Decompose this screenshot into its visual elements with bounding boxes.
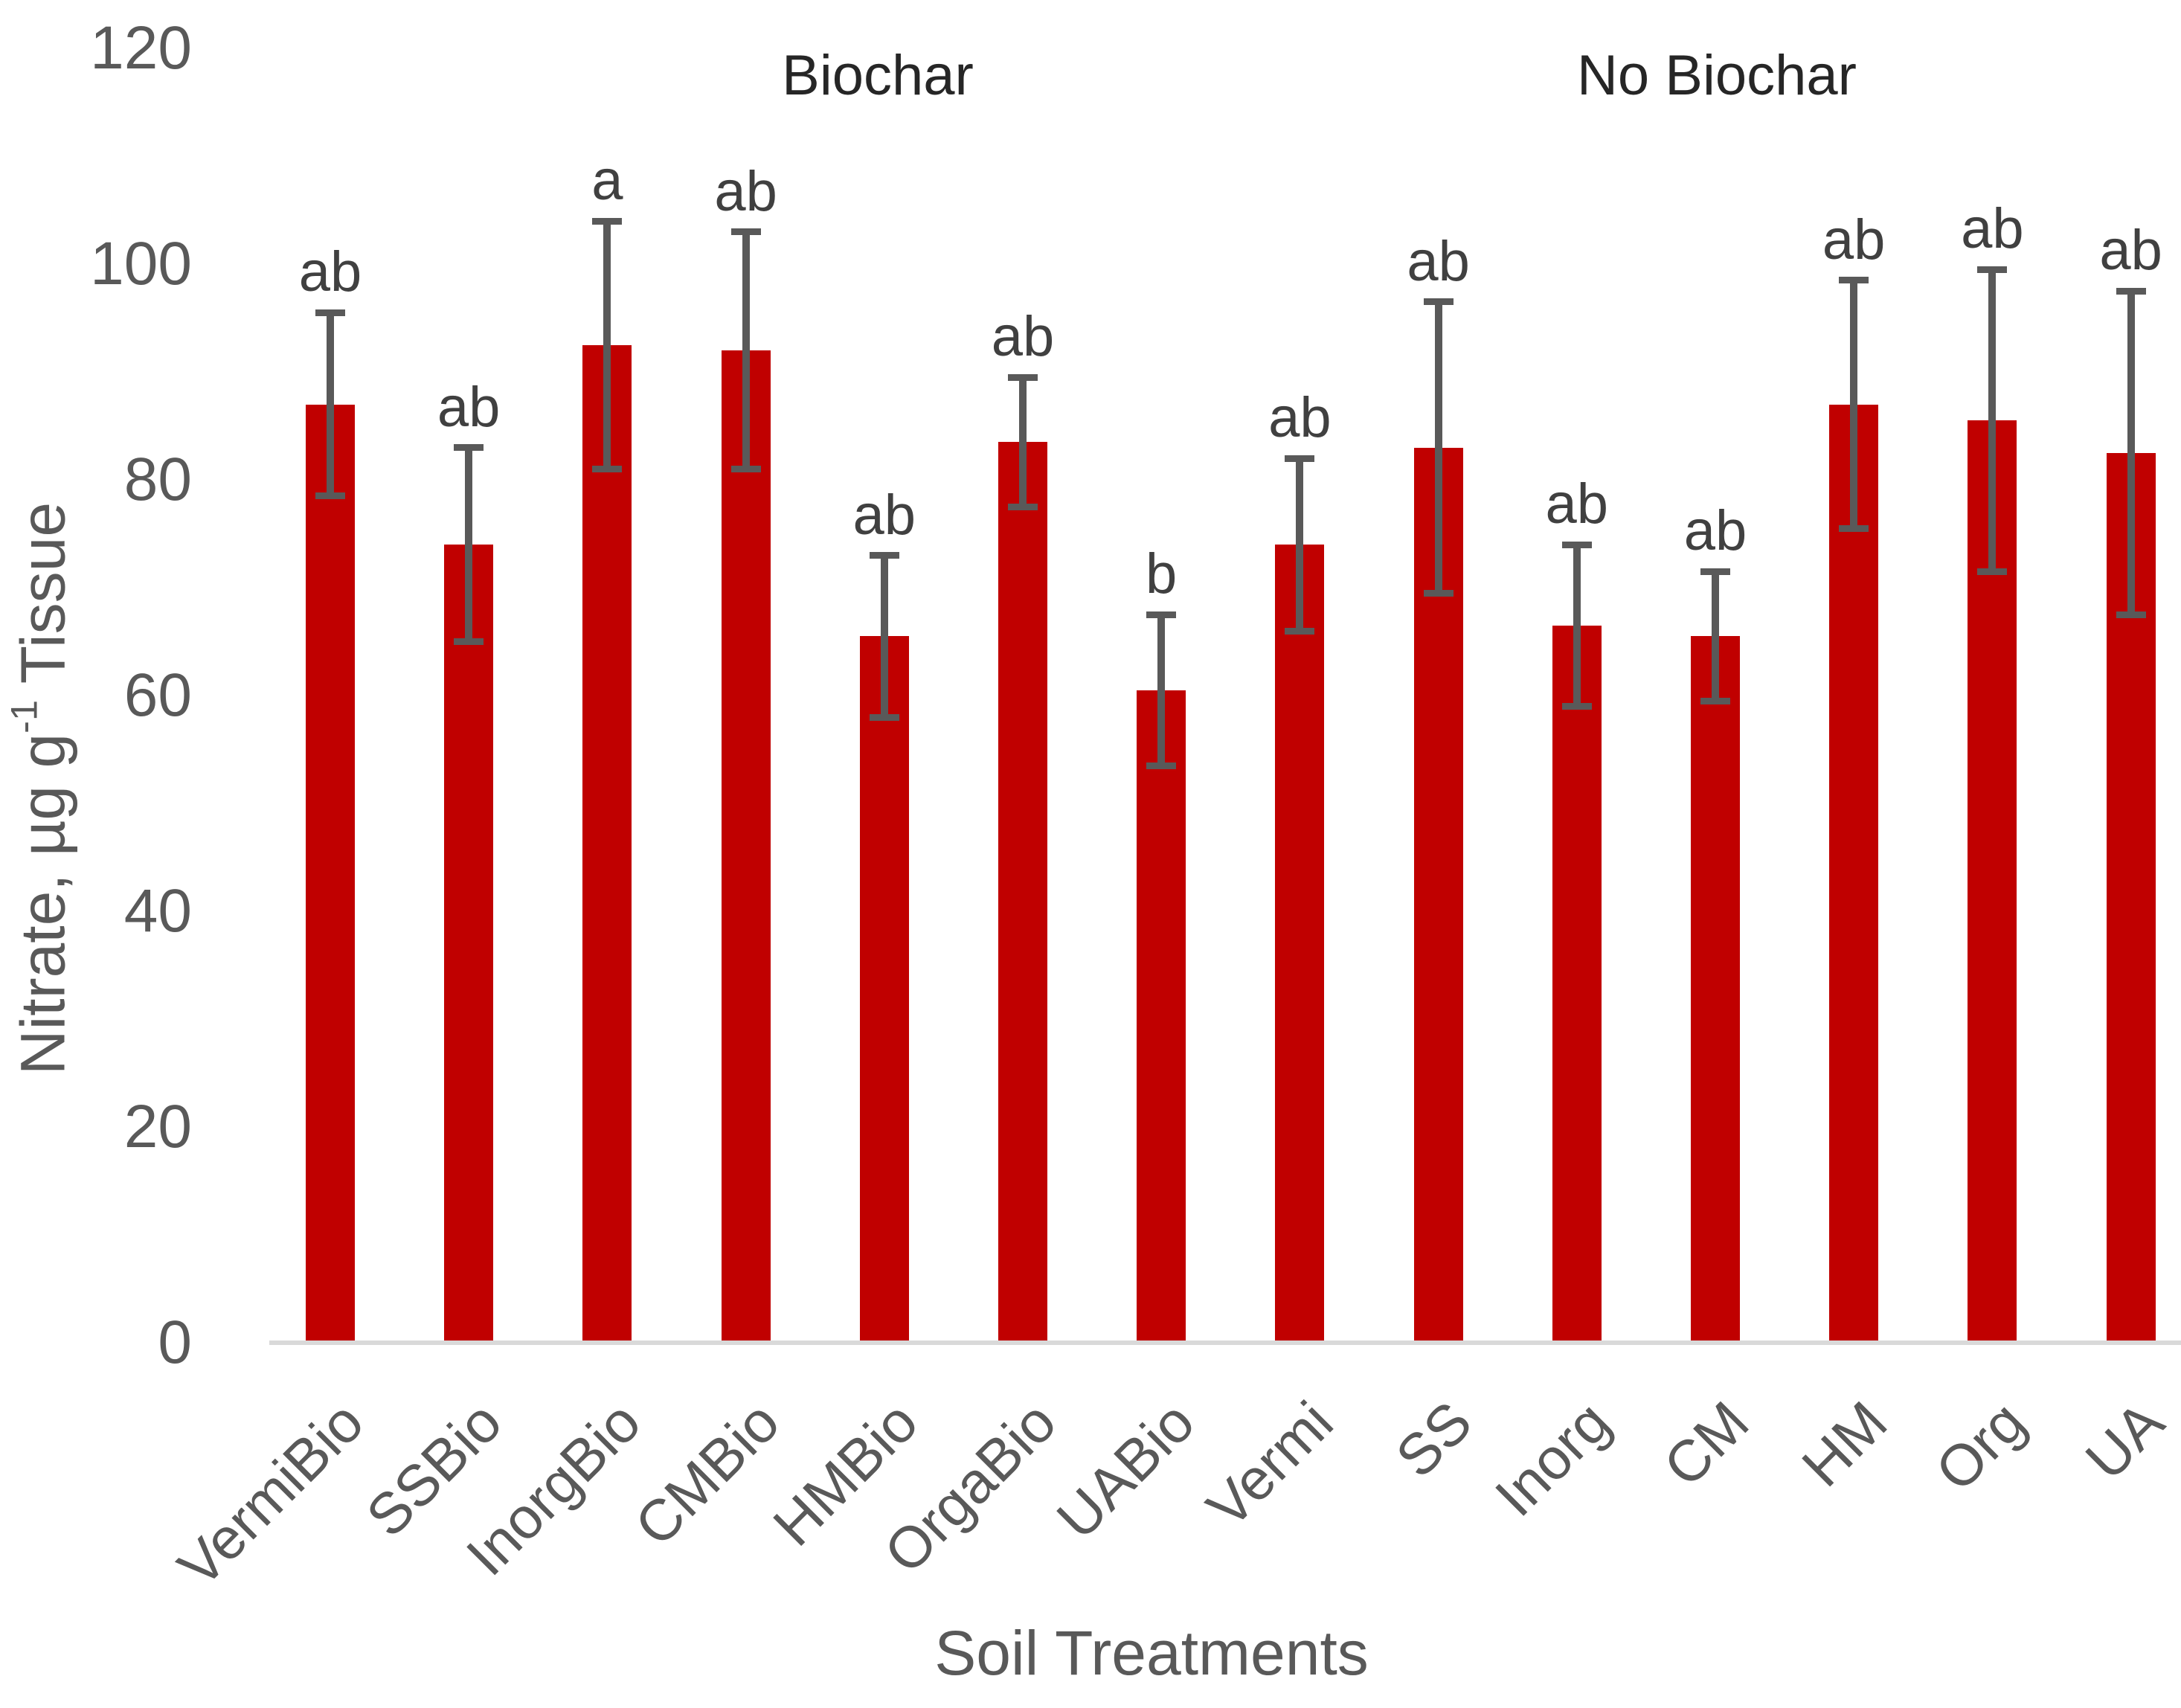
bar: [1413, 447, 1463, 1343]
x-axis-title: Soil Treatments: [934, 1618, 1369, 1688]
error-bar-stem: [465, 447, 473, 642]
error-bar-cap-bottom: [730, 466, 761, 472]
x-category-label: CM: [1651, 1388, 1761, 1499]
error-bar-cap-top: [1839, 277, 1869, 284]
error-bar-stem: [1712, 571, 1719, 702]
x-category-label: Inorg: [1482, 1388, 1622, 1529]
significance-letter: ab: [852, 483, 916, 547]
y-tick-label: 20: [123, 1093, 192, 1160]
bar: [444, 545, 494, 1343]
error-bar-cap-top: [1008, 373, 1038, 381]
significance-letter: ab: [1961, 197, 2024, 261]
x-category-label: Org: [1923, 1388, 2038, 1504]
error-bar-cap-bottom: [1561, 703, 1592, 710]
significance-letter: ab: [2099, 219, 2162, 283]
significance-letter: a: [591, 149, 623, 212]
error-bar-stem: [1296, 458, 1304, 631]
error-bar-cap-top: [592, 217, 623, 225]
significance-letter: ab: [714, 159, 777, 223]
error-bar-cap-bottom: [592, 466, 623, 472]
bar: [306, 404, 355, 1343]
x-category-label: UA: [2072, 1388, 2177, 1492]
error-bar-cap-bottom: [1146, 762, 1177, 769]
x-category-label: VermiBio: [165, 1388, 376, 1599]
significance-letter: ab: [1268, 386, 1332, 449]
y-tick-label: 80: [123, 446, 192, 513]
bar: [1552, 625, 1602, 1343]
error-bar-cap-top: [1146, 611, 1177, 618]
y-tick-label: 60: [123, 661, 192, 729]
error-bar-cap-bottom: [1285, 627, 1315, 635]
group-label-no-biochar: No Biochar: [1577, 44, 1857, 107]
y-axis-title: Nitrate, µg g-1 Tissue: [3, 501, 80, 1076]
error-bar-cap-bottom: [315, 492, 345, 500]
x-category-label: CMBio: [622, 1388, 791, 1558]
error-bar-cap-top: [1977, 266, 2008, 273]
error-bar-cap-bottom: [1423, 589, 1454, 597]
bar: [998, 442, 1047, 1343]
y-axis-title-superscript: -1: [2, 700, 45, 733]
error-bar-stem: [1157, 614, 1166, 766]
error-bar-cap-bottom: [1977, 568, 2008, 575]
group-label-biochar: Biochar: [782, 44, 974, 107]
error-bar-stem: [1573, 545, 1581, 707]
x-category-label: Vermi: [1194, 1388, 1346, 1541]
error-bar-stem: [1850, 280, 1858, 529]
error-bar-cap-bottom: [1839, 524, 1869, 532]
error-bar-cap-top: [730, 228, 761, 235]
bar: [1691, 636, 1740, 1343]
error-bar-stem: [1988, 269, 1997, 572]
error-bar-cap-top: [315, 309, 345, 316]
significance-letter: ab: [437, 375, 501, 439]
significance-letter: b: [1146, 542, 1178, 606]
error-bar-cap-top: [1285, 455, 1315, 462]
significance-letter: ab: [1545, 472, 1609, 536]
y-axis-title-suffix: Tissue: [7, 501, 78, 701]
error-bar-cap-top: [1561, 541, 1592, 548]
y-tick-label: 120: [90, 14, 192, 82]
error-bar-cap-top: [869, 552, 899, 559]
error-bar-cap-top: [1423, 298, 1454, 306]
error-bar-stem: [1019, 377, 1027, 507]
y-tick-label: 40: [123, 877, 192, 945]
error-bar-cap-top: [1700, 568, 1730, 575]
significance-letter: ab: [298, 240, 362, 304]
error-bar-cap-bottom: [869, 713, 899, 721]
bar: [1275, 545, 1325, 1343]
bar: [582, 344, 632, 1343]
x-axis-line: [269, 1341, 2181, 1345]
significance-letter: ab: [1822, 208, 1886, 272]
y-tick-label: 100: [90, 230, 192, 298]
y-tick-label: 0: [158, 1309, 192, 1376]
y-axis-title-text: Nitrate, µg g: [7, 733, 78, 1076]
significance-letter: ab: [1407, 229, 1470, 293]
error-bar-stem: [742, 231, 750, 469]
bar: [1137, 690, 1186, 1343]
error-bar-cap-bottom: [1008, 503, 1038, 510]
error-bar-cap-bottom: [1700, 697, 1730, 704]
error-bar-stem: [603, 221, 611, 469]
error-bar-stem: [2127, 291, 2135, 615]
error-bar-cap-top: [454, 444, 484, 451]
error-bar-cap-top: [2116, 287, 2146, 295]
bar: [859, 636, 909, 1343]
significance-letter: ab: [1683, 499, 1747, 563]
significance-letter: ab: [991, 305, 1055, 369]
error-bar-cap-bottom: [454, 638, 484, 645]
error-bar-stem: [880, 555, 888, 717]
bar: [1829, 404, 1879, 1343]
error-bar-cap-bottom: [2116, 611, 2146, 618]
error-bar-stem: [327, 312, 334, 496]
error-bar-stem: [1434, 301, 1442, 594]
x-category-label: SS: [1382, 1388, 1484, 1490]
x-category-label: HM: [1789, 1388, 1900, 1499]
x-category-label: UABio: [1044, 1388, 1207, 1552]
bar: [721, 350, 771, 1343]
